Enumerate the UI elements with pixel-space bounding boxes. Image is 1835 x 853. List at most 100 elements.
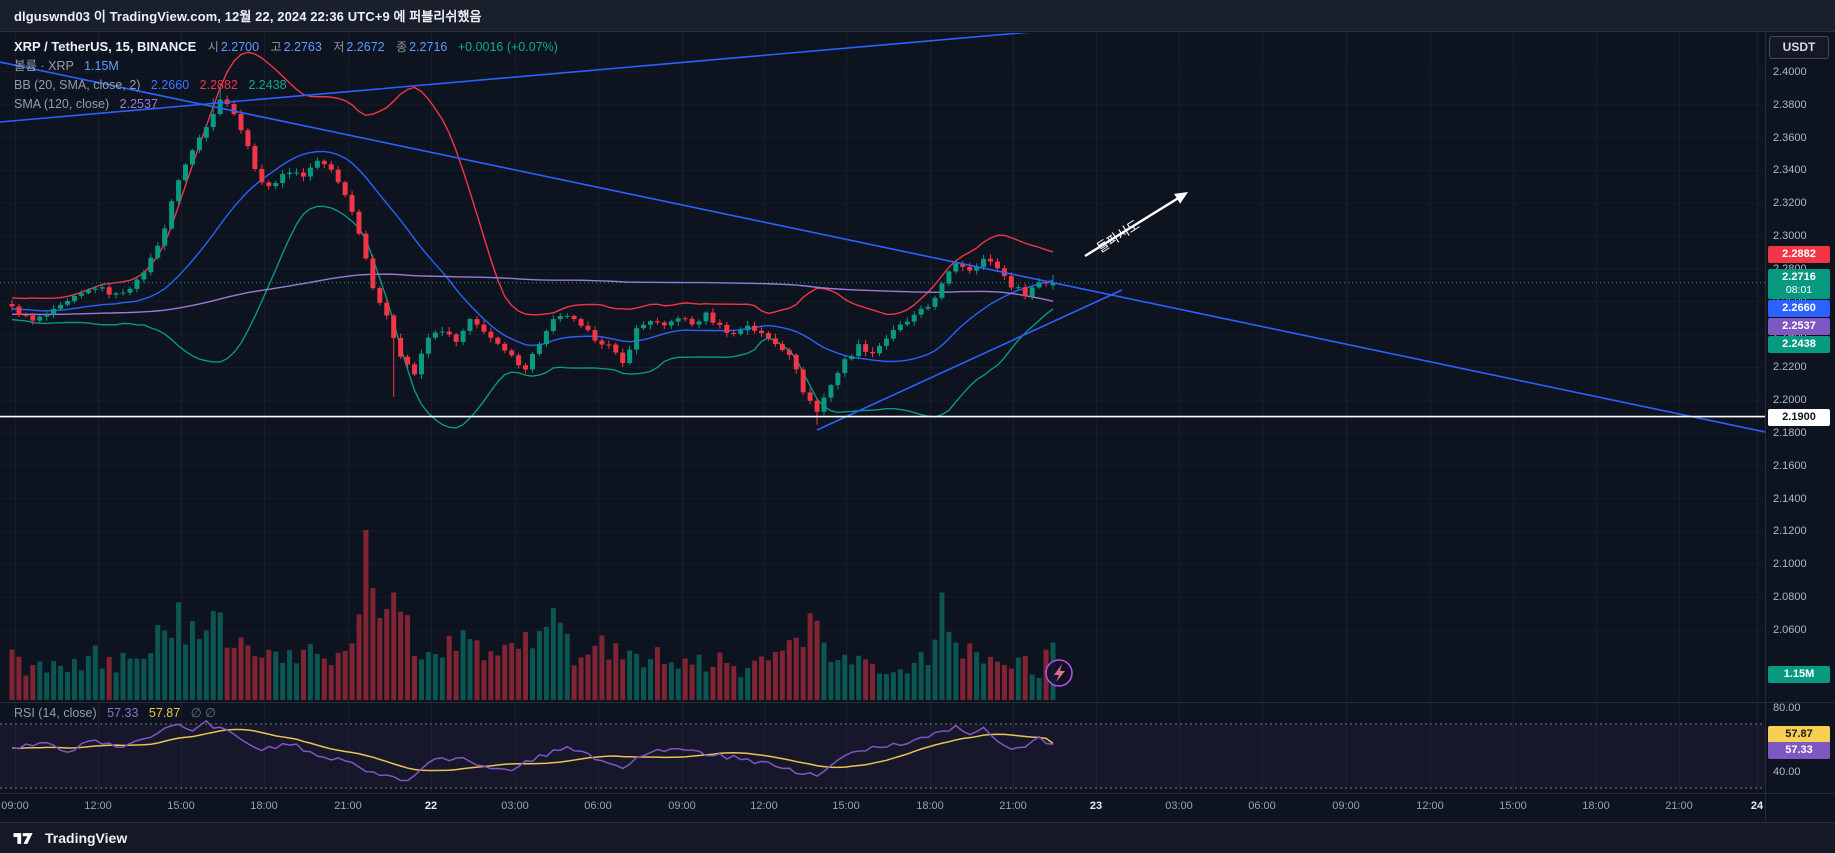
- high-value: 2.2763: [283, 40, 322, 54]
- rsi-label: RSI (14, close): [14, 706, 97, 720]
- trendline: [0, 61, 1765, 433]
- volume-label: 볼륨 · XRP: [14, 59, 74, 73]
- time-tick-label: 21:00: [1665, 800, 1693, 812]
- candlestick-series: [9, 87, 1056, 425]
- price-tick-label: 2.1800: [1773, 427, 1807, 440]
- time-tick-label: 09:00: [668, 800, 696, 812]
- level-price-badge: 2.1900: [1768, 409, 1830, 426]
- price-tick-label: 2.1000: [1773, 558, 1807, 571]
- bb-basis-badge: 2.2660: [1768, 300, 1830, 317]
- time-tick-label: 09:00: [1332, 800, 1360, 812]
- trendline: [0, 33, 1029, 123]
- bb-lower-line: [11, 205, 1054, 429]
- time-axis[interactable]: 09:00 12:00 15:00 18:00 21:00 22 03:00 06:00 09:…: [0, 793, 1765, 822]
- time-tick-label: 21:00: [334, 800, 362, 812]
- rsi-tick-label: 80.00: [1773, 702, 1801, 714]
- time-tick-label: 15:00: [832, 800, 860, 812]
- rsi-value: 57.33: [107, 706, 139, 720]
- low-label: 저: [333, 40, 345, 54]
- time-tick-label: 18:00: [916, 800, 944, 812]
- pane-divider-main[interactable]: [0, 702, 1835, 703]
- time-tick-label: 06:00: [1248, 800, 1276, 812]
- time-tick-label: 09:00: [1, 800, 29, 812]
- price-tick-label: 2.3600: [1773, 131, 1807, 144]
- tradingview-logo-icon[interactable]: [12, 830, 38, 847]
- price-tick-label: 2.2000: [1773, 394, 1807, 407]
- price-tick-label: 2.3200: [1773, 197, 1807, 210]
- bb-upper-line: [11, 51, 1054, 316]
- last-price-badge: 2.2716 08:01: [1768, 269, 1830, 299]
- time-tick-label: 06:00: [584, 800, 612, 812]
- rsi-ma-badge: 57.87: [1768, 726, 1830, 743]
- sma-indicator-row[interactable]: SMA (120, close) 2.2537: [14, 95, 558, 114]
- time-tick-label: 21:00: [999, 800, 1027, 812]
- breakout-arrow-head: [1174, 192, 1188, 204]
- open-label: 시: [207, 40, 219, 54]
- price-tick-label: 2.4000: [1773, 66, 1807, 78]
- time-tick-label: 24: [1750, 800, 1764, 812]
- price-tick-label: 2.2200: [1773, 361, 1807, 374]
- publish-text: dlguswnd03 이 TradingView.com, 12월 22, 20…: [14, 9, 482, 24]
- symbol-title[interactable]: XRP / TetherUS, 15, BINANCE: [14, 39, 197, 54]
- time-tick-label: 03:00: [501, 800, 529, 812]
- price-scale[interactable]: USDT 2.4000 2.3800 2.3600 2.3400 2.3200 2.300…: [1765, 32, 1835, 822]
- time-tick-label: 15:00: [167, 800, 195, 812]
- bb-upper-badge: 2.2882: [1768, 246, 1830, 263]
- grid: [0, 32, 1765, 793]
- high-label: 고: [270, 40, 282, 54]
- bb-lower-value: 2.2438: [248, 78, 287, 92]
- volume-indicator-row[interactable]: 볼륨 · XRP 1.15M: [14, 57, 558, 76]
- rsi-pane: [0, 719, 1765, 789]
- time-tick-label: 23: [1089, 800, 1103, 812]
- time-tick-label: 03:00: [1165, 800, 1193, 812]
- sma120-badge: 2.2537: [1768, 318, 1830, 335]
- price-tick-label: 2.0800: [1773, 591, 1807, 604]
- price-tick-label: 2.3800: [1773, 98, 1807, 111]
- price-tick-label: 2.1200: [1773, 525, 1807, 538]
- publish-bar: dlguswnd03 이 TradingView.com, 12월 22, 20…: [0, 0, 1835, 32]
- bb-lower-badge: 2.2438: [1768, 336, 1830, 353]
- boost-icon[interactable]: [1045, 659, 1073, 687]
- rsi-empty-values: ∅ ∅: [190, 706, 216, 720]
- time-tick-label: 12:00: [750, 800, 778, 812]
- rsi-line: [11, 719, 1054, 782]
- price-tick-label: 2.0600: [1773, 623, 1807, 636]
- rsi-indicator-row[interactable]: RSI (14, close) 57.33 57.87 ∅ ∅: [14, 705, 216, 720]
- bb-basis-line: [11, 150, 1054, 363]
- chart-legend: XRP / TetherUS, 15, BINANCE 시 2.2700 고 2.2…: [14, 37, 558, 114]
- sma120-line: [11, 273, 1054, 316]
- tradingview-brand[interactable]: TradingView: [45, 830, 128, 846]
- volume-value: 1.15M: [84, 59, 119, 73]
- rsi-badge: 57.33: [1768, 742, 1830, 759]
- change-value: +0.0016 (+0.07%): [457, 40, 558, 54]
- pane-divider-rsi[interactable]: [0, 793, 1835, 794]
- low-value: 2.2672: [346, 40, 385, 54]
- bb-label: BB (20, SMA, close, 2): [14, 78, 141, 92]
- rsi-ma-line: [11, 728, 1054, 772]
- price-tick-label: 2.1400: [1773, 492, 1807, 505]
- time-tick-label: 15:00: [1499, 800, 1527, 812]
- indicator-lines: [11, 51, 1054, 429]
- volume-series: [9, 530, 1056, 700]
- currency-button[interactable]: USDT: [1769, 36, 1829, 59]
- bb-upper-value: 2.2882: [199, 78, 238, 92]
- chart-area[interactable]: 돌파시도 XRP / TetherUS, 15, BINANCE 시 2.2700…: [0, 32, 1835, 822]
- sma-value: 2.2537: [119, 97, 158, 111]
- main-chart-canvas[interactable]: 돌파시도: [0, 32, 1765, 822]
- symbol-row[interactable]: XRP / TetherUS, 15, BINANCE 시 2.2700 고 2.2…: [14, 37, 558, 57]
- time-tick-label: 12:00: [1416, 800, 1444, 812]
- volume-badge: 1.15M: [1768, 666, 1830, 683]
- trendline: [816, 289, 1123, 431]
- time-tick-label: 18:00: [250, 800, 278, 812]
- price-tick-label: 2.3400: [1773, 164, 1807, 177]
- breakout-arrow: [1084, 195, 1182, 258]
- sma-label: SMA (120, close): [14, 97, 110, 111]
- time-tick-label: 22: [424, 800, 438, 812]
- price-tick-label: 2.1600: [1773, 459, 1807, 472]
- open-value: 2.2700: [220, 40, 260, 54]
- bb-indicator-row[interactable]: BB (20, SMA, close, 2) 2.2660 2.2882 2.2…: [14, 76, 558, 95]
- rsi-tick-label: 40.00: [1773, 766, 1801, 778]
- time-tick-label: 12:00: [84, 800, 112, 812]
- time-tick-label: 18:00: [1582, 800, 1610, 812]
